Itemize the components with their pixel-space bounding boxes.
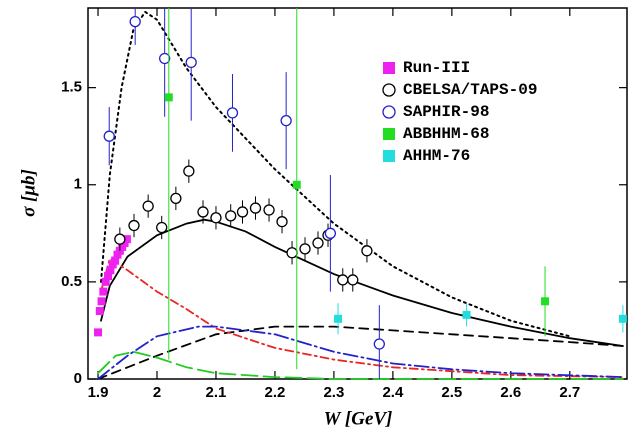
legend-marker bbox=[383, 150, 395, 162]
y-axis-label: σ [μb] bbox=[18, 169, 39, 217]
marker bbox=[286, 247, 298, 259]
marker bbox=[312, 237, 324, 249]
legend-marker bbox=[382, 105, 396, 119]
model-curve bbox=[97, 325, 624, 380]
marker bbox=[142, 200, 154, 212]
marker bbox=[226, 107, 239, 119]
legend-marker bbox=[383, 128, 395, 140]
marker bbox=[104, 272, 113, 281]
x-axis-label: W [GeV] bbox=[324, 408, 393, 429]
marker bbox=[280, 115, 292, 127]
x-tick-label: 2.6 bbox=[500, 384, 521, 401]
model-curve bbox=[100, 218, 624, 347]
legend-label: Run-III bbox=[403, 59, 470, 77]
marker bbox=[334, 314, 343, 323]
x-tick-label: 2.5 bbox=[441, 384, 462, 401]
marker bbox=[347, 274, 359, 286]
marker bbox=[373, 338, 385, 350]
marker bbox=[185, 56, 197, 69]
marker bbox=[249, 202, 262, 214]
marker bbox=[292, 180, 301, 189]
x-tick-label: 2.2 bbox=[265, 384, 286, 401]
marker bbox=[95, 307, 104, 316]
x-tick-label: 1.9 bbox=[88, 384, 109, 401]
marker bbox=[97, 297, 106, 306]
y-tick-label: 0.5 bbox=[61, 273, 82, 290]
marker bbox=[541, 297, 550, 306]
marker bbox=[101, 277, 110, 286]
legend-marker bbox=[383, 62, 395, 74]
marker bbox=[210, 212, 222, 224]
legend-label: CBELSA/TAPS-09 bbox=[403, 81, 537, 99]
marker bbox=[111, 256, 120, 265]
marker bbox=[236, 206, 249, 218]
marker bbox=[337, 274, 349, 286]
legend-label: AHHM-76 bbox=[403, 147, 470, 165]
marker bbox=[99, 287, 108, 296]
marker bbox=[324, 227, 337, 239]
marker bbox=[462, 310, 471, 319]
marker bbox=[106, 266, 115, 275]
marker bbox=[225, 210, 237, 222]
marker bbox=[299, 243, 311, 255]
marker bbox=[618, 314, 627, 323]
marker bbox=[164, 93, 173, 102]
marker bbox=[276, 216, 288, 228]
y-tick-label: 0 bbox=[74, 370, 82, 387]
model-curve bbox=[100, 257, 624, 378]
y-tick-label: 1.5 bbox=[61, 79, 82, 96]
x-tick-label: 2.4 bbox=[382, 384, 404, 401]
model-curve bbox=[97, 325, 624, 380]
legend-marker bbox=[382, 83, 396, 97]
marker bbox=[183, 165, 195, 177]
marker bbox=[122, 235, 131, 244]
legend-label: SAPHIR-98 bbox=[403, 103, 489, 121]
x-tick-label: 2 bbox=[153, 384, 161, 401]
marker bbox=[128, 219, 140, 232]
marker bbox=[114, 233, 126, 245]
marker bbox=[156, 221, 168, 234]
x-tick-label: 2.7 bbox=[559, 384, 580, 401]
marker bbox=[361, 245, 373, 257]
marker bbox=[129, 15, 141, 28]
marker bbox=[197, 206, 209, 218]
model-curve bbox=[100, 10, 571, 338]
y-tick-label: 1 bbox=[74, 176, 82, 193]
marker bbox=[159, 52, 171, 65]
legend-label: ABBHHM-68 bbox=[403, 125, 489, 143]
marker bbox=[103, 130, 115, 142]
x-tick-label: 2.3 bbox=[323, 384, 344, 401]
marker bbox=[94, 328, 103, 337]
marker bbox=[170, 192, 182, 205]
marker bbox=[263, 204, 275, 216]
x-tick-label: 2.1 bbox=[206, 384, 227, 401]
model-curve bbox=[97, 350, 624, 380]
